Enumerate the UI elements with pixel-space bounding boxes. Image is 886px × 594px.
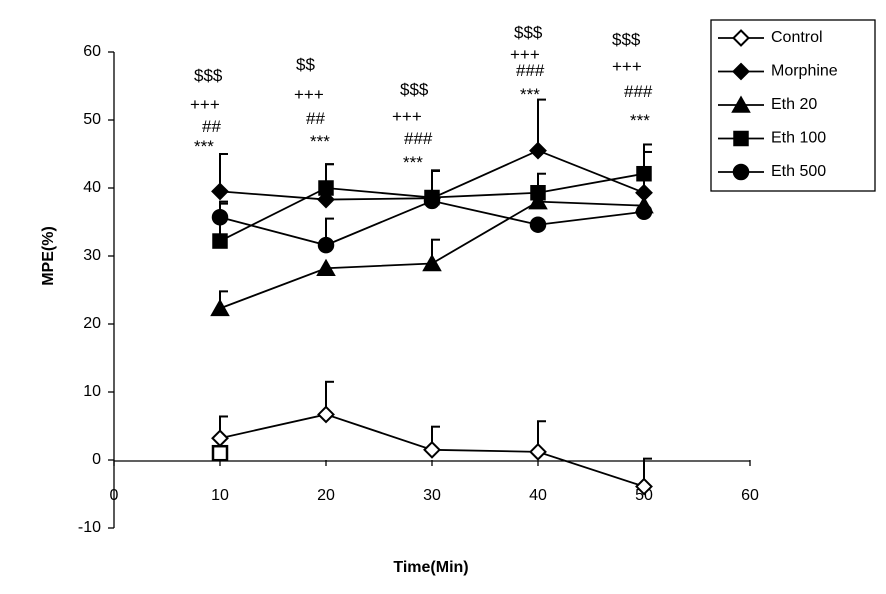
legend-label: Control [771, 29, 823, 46]
x-ticks: 0 10 20 30 40 50 60 [110, 460, 759, 504]
legend-marker [731, 95, 751, 113]
data-point [211, 182, 229, 201]
significance-label: ## [306, 109, 325, 128]
y-tick-label: 40 [83, 179, 101, 196]
legend-marker [732, 62, 750, 81]
legend-marker [733, 130, 749, 147]
significance-label: ### [516, 61, 545, 80]
data-point [210, 298, 230, 317]
legend-marker [732, 163, 750, 181]
y-tick-label: 30 [83, 247, 101, 264]
data-point [423, 440, 441, 459]
significance-label: ### [404, 129, 433, 148]
data-point [316, 258, 336, 276]
significance-label: *** [194, 137, 214, 156]
data-point [529, 442, 547, 461]
significance-label: *** [630, 111, 650, 130]
legend-label: Eth 500 [771, 163, 826, 180]
data-point [318, 180, 334, 196]
legend-label: Eth 100 [771, 130, 826, 147]
x-tick-label: 50 [635, 487, 653, 504]
significance-label: *** [403, 153, 423, 172]
significance-annotations: $$$+++##***$$+++##***$$$+++###***$$$+++#… [190, 23, 653, 172]
x-tick-label: 10 [211, 487, 229, 504]
legend-label: Eth 20 [771, 96, 817, 113]
significance-label: +++ [510, 45, 540, 64]
data-point [212, 233, 228, 249]
x-tick-label: 40 [529, 487, 547, 504]
significance-label: $$$ [612, 30, 641, 49]
data-point [317, 236, 335, 254]
significance-label: +++ [392, 107, 422, 126]
significance-label: $$ [296, 55, 315, 74]
legend-label: Morphine [771, 63, 838, 80]
significance-label: ## [202, 117, 221, 136]
data-point [635, 477, 653, 496]
markers [210, 141, 654, 496]
data-point [529, 216, 547, 233]
x-tick-label: 0 [110, 487, 119, 504]
y-axis-title: MPE(%) [40, 226, 57, 286]
data-point [528, 192, 548, 210]
significance-label: +++ [294, 85, 324, 104]
data-point [317, 190, 335, 209]
data-point [211, 444, 229, 462]
data-point [635, 203, 653, 221]
significance-label: *** [520, 85, 540, 104]
data-point [422, 253, 442, 272]
legend: Control Morphine Eth 20 Eth 100 Eth 500 [710, 19, 876, 192]
data-point [423, 192, 441, 210]
data-point [636, 165, 652, 182]
x-tick-label: 60 [741, 487, 759, 504]
y-tick-label: 50 [83, 111, 101, 128]
significance-label: +++ [612, 57, 642, 76]
x-axis-title: Time(Min) [393, 559, 468, 576]
x-tick-label: 30 [423, 487, 441, 504]
data-point [211, 429, 229, 448]
y-tick-label: -10 [78, 519, 101, 536]
data-point [529, 141, 547, 160]
data-point [530, 185, 546, 201]
significance-label: *** [310, 132, 330, 151]
y-tick-label: 10 [83, 383, 101, 400]
significance-label: +++ [190, 95, 220, 114]
significance-label: $$$ [514, 23, 543, 42]
data-point [317, 405, 335, 424]
y-ticks: -10 0 10 20 30 40 50 60 [78, 43, 114, 536]
y-tick-label: 60 [83, 43, 101, 60]
x-tick-label: 20 [317, 487, 335, 504]
legend-marker [732, 29, 750, 47]
significance-label: $$$ [194, 66, 223, 85]
y-tick-label: 20 [83, 315, 101, 332]
significance-label: $$$ [400, 80, 429, 99]
significance-label: ### [624, 82, 653, 101]
data-point [211, 208, 229, 226]
y-tick-label: 0 [92, 451, 101, 468]
error-bars [219, 98, 652, 487]
